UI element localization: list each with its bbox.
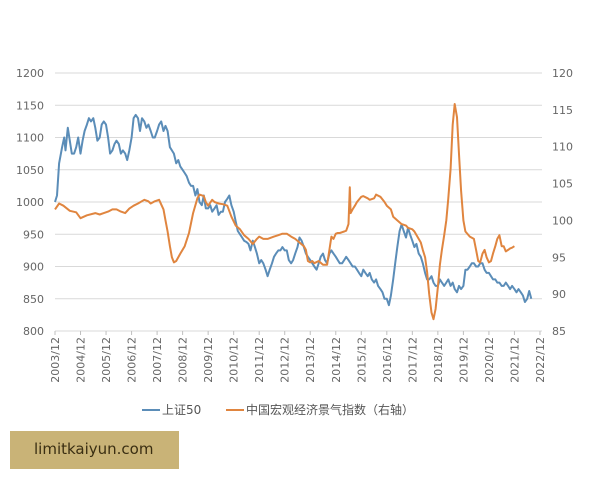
y-right-tick-label: 110 bbox=[552, 141, 573, 154]
y-right-tick-label: 100 bbox=[552, 214, 573, 227]
x-tick-label: 2017/12 bbox=[406, 337, 419, 383]
x-tick-label: 2019/12 bbox=[457, 337, 470, 383]
y-left-tick-label: 1100 bbox=[16, 132, 44, 145]
x-tick-label: 2020/12 bbox=[483, 337, 496, 383]
x-tick-label: 2016/12 bbox=[381, 337, 394, 383]
x-tick-label: 2022/12 bbox=[534, 337, 547, 383]
y-left-tick-label: 800 bbox=[23, 325, 44, 338]
x-tick-label: 2014/12 bbox=[330, 337, 343, 383]
y-left-tick-label: 1200 bbox=[16, 67, 44, 80]
y-left-tick-label: 1000 bbox=[16, 196, 44, 209]
x-tick-label: 2018/12 bbox=[432, 337, 445, 383]
x-tick-label: 2013/12 bbox=[304, 337, 317, 383]
x-tick-label: 2006/12 bbox=[126, 337, 139, 383]
x-tick-label: 2012/12 bbox=[279, 337, 292, 383]
x-axis: 2003/12 2004/12 2005/12 2006/12 2007/12 2008/… bbox=[49, 331, 547, 383]
y-left-tick-label: 950 bbox=[23, 228, 44, 241]
watermark-banner: limitkaiyun.com bbox=[10, 431, 179, 469]
x-tick-label: 2015/12 bbox=[355, 337, 368, 383]
x-tick-label: 2003/12 bbox=[49, 337, 62, 383]
y-right-tick-label: 120 bbox=[552, 67, 573, 80]
series-line-sse50 bbox=[54, 113, 533, 307]
series-layer bbox=[54, 103, 533, 321]
y-left-tick-label: 850 bbox=[23, 293, 44, 306]
y-left-tick-label: 900 bbox=[23, 261, 44, 274]
y-left-tick-label: 1050 bbox=[16, 164, 44, 177]
legend: 上证50 中国宏观经济景气指数（右轴） bbox=[142, 402, 414, 417]
y-axis-right: 85 90 95 100 105 110 115 120 bbox=[552, 67, 573, 338]
x-tick-label: 2008/12 bbox=[177, 337, 190, 383]
x-tick-label: 2009/12 bbox=[202, 337, 215, 383]
y-right-tick-label: 95 bbox=[552, 251, 566, 264]
grid-lines bbox=[55, 72, 542, 332]
y-right-tick-label: 115 bbox=[552, 104, 573, 117]
x-tick-label: 2010/12 bbox=[228, 337, 241, 383]
y-left-tick-label: 1150 bbox=[16, 99, 44, 112]
series-line-macro-index bbox=[54, 103, 515, 321]
x-tick-label: 2005/12 bbox=[100, 337, 113, 383]
x-tick-label: 2004/12 bbox=[75, 337, 88, 383]
watermark-text: limitkaiyun.com bbox=[34, 440, 154, 458]
legend-label: 上证50 bbox=[162, 403, 201, 417]
x-tick-label: 2021/12 bbox=[508, 337, 521, 383]
x-tick-label: 2007/12 bbox=[151, 337, 164, 383]
legend-label: 中国宏观经济景气指数（右轴） bbox=[246, 402, 414, 417]
y-axis-left: 800 850 900 950 1000 1050 1100 1150 1200 bbox=[16, 67, 44, 338]
y-right-tick-label: 85 bbox=[552, 325, 566, 338]
x-tick-label: 2011/12 bbox=[253, 337, 266, 383]
y-right-tick-label: 90 bbox=[552, 288, 566, 301]
y-right-tick-label: 105 bbox=[552, 178, 573, 191]
